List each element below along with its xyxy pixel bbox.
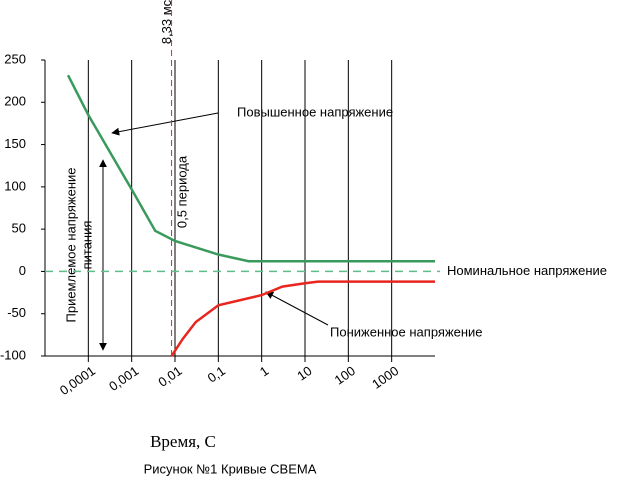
y-tick-label: 200 <box>4 94 26 109</box>
x-tick-label: 100 <box>332 363 358 388</box>
annotation: Приемлемое напряжение <box>63 168 78 323</box>
y-tick-label: -50 <box>7 305 26 320</box>
reference-label: Номинальное напряжение <box>447 263 607 278</box>
x-tick-label: 0,01 <box>155 363 184 390</box>
x-axis-title: Время, С <box>150 432 216 451</box>
y-tick-label: 50 <box>12 221 26 236</box>
x-tick-label: 0,0001 <box>57 363 98 398</box>
x-tick-label: 10 <box>294 363 314 384</box>
y-tick-label: 150 <box>4 136 26 151</box>
curve-label: Пониженное напряжение <box>330 324 483 339</box>
y-tick-label: 0 <box>19 263 26 278</box>
curve <box>66 74 435 263</box>
curve-label: Повышенное напряжение <box>237 104 393 119</box>
reference-label: 8,33 мс <box>159 0 174 44</box>
y-tick-label: -100 <box>0 347 26 362</box>
y-tick-label: 100 <box>4 178 26 193</box>
caption: Рисунок №1 Кривые CBEMA <box>144 461 317 476</box>
x-tick-label: 1000 <box>369 363 401 392</box>
annotation: питания <box>79 221 94 270</box>
x-tick-label: 1 <box>257 363 272 379</box>
x-tick-label: 0,001 <box>106 363 141 394</box>
y-tick-label: 250 <box>4 51 26 66</box>
pointer-arrow <box>111 112 219 136</box>
x-tick-label: 0,1 <box>205 363 228 386</box>
pointer-arrow <box>265 291 329 326</box>
curve <box>170 280 435 357</box>
annotation: 0,5 периода <box>174 155 189 228</box>
